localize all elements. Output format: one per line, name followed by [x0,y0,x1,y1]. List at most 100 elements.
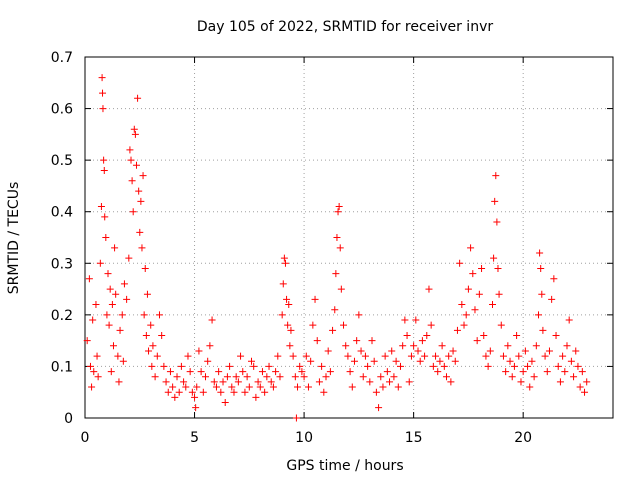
data-point [473,337,481,345]
data-point [535,311,543,319]
data-point [175,388,183,396]
data-point [490,254,498,262]
data-point [186,368,194,376]
data-point [572,347,580,355]
data-point [458,301,466,309]
x-tick-label-2: 10 [295,430,313,446]
data-point [320,388,328,396]
data-point [447,378,455,386]
data-point [548,295,556,303]
data-point [438,342,446,350]
data-point [226,362,234,370]
data-point [561,368,569,376]
data-point [158,331,166,339]
data-point [250,362,258,370]
data-point [576,383,584,391]
data-point [142,331,150,339]
data-point [302,352,310,360]
data-point [114,352,122,360]
data-point [493,218,501,226]
data-point [329,326,337,334]
data-point [287,326,295,334]
data-point [210,378,218,386]
data-point [99,89,107,97]
data-point [136,228,144,236]
data-point [109,342,117,350]
data-point [407,352,415,360]
data-point [283,295,291,303]
data-point [107,368,115,376]
data-point [502,368,510,376]
data-point [197,368,205,376]
data-point [563,342,571,350]
data-point [453,326,461,334]
data-point [188,388,196,396]
data-point [445,352,453,360]
data-point [377,373,385,381]
data-point [519,368,527,376]
data-point [204,357,212,365]
data-point [219,378,227,386]
data-point [537,264,545,272]
data-point [191,393,199,401]
data-point [427,321,435,329]
data-point [508,373,516,381]
data-point [267,378,275,386]
data-point [340,321,348,329]
data-point [162,378,170,386]
data-points [83,74,591,422]
data-point [390,373,398,381]
data-point [115,378,123,386]
data-point [147,321,155,329]
y-tick-label-0: 0 [64,411,73,427]
data-point [89,316,97,324]
data-point [116,326,124,334]
data-point [126,146,134,154]
data-point [565,316,573,324]
data-point [429,362,437,370]
data-point [119,357,127,365]
data-point [164,388,172,396]
data-point [355,311,363,319]
data-point [495,290,503,298]
data-point [423,331,431,339]
data-point [344,352,352,360]
data-point [274,352,282,360]
x-axis-label: GPS time / hours [286,458,403,474]
y-axis-label: SRMTID / TECUs [6,182,22,295]
data-point [291,373,299,381]
data-point [545,347,553,355]
data-point [102,234,110,241]
data-point [388,347,396,355]
data-point [94,373,102,381]
data-point [127,156,135,164]
data-point [292,414,300,422]
data-point [432,352,440,360]
data-point [239,368,247,376]
data-point [111,244,119,252]
data-point [137,197,145,205]
data-point [237,352,245,360]
data-point [201,373,209,381]
x-tick-label-4: 20 [514,430,532,446]
data-point [361,352,369,360]
data-point [243,373,251,381]
data-point [392,357,400,365]
x-tick-label-1: 5 [190,430,199,446]
data-point [506,357,514,365]
data-point [375,404,383,412]
data-point [105,321,113,329]
data-point [112,290,120,298]
data-point [581,388,589,396]
data-point [97,203,105,211]
data-point [366,378,374,386]
data-point [442,373,450,381]
data-point [372,388,380,396]
data-point [418,337,426,345]
data-point [394,383,402,391]
data-point [138,244,146,252]
data-point [524,362,532,370]
data-point [554,362,562,370]
data-point [248,357,256,365]
